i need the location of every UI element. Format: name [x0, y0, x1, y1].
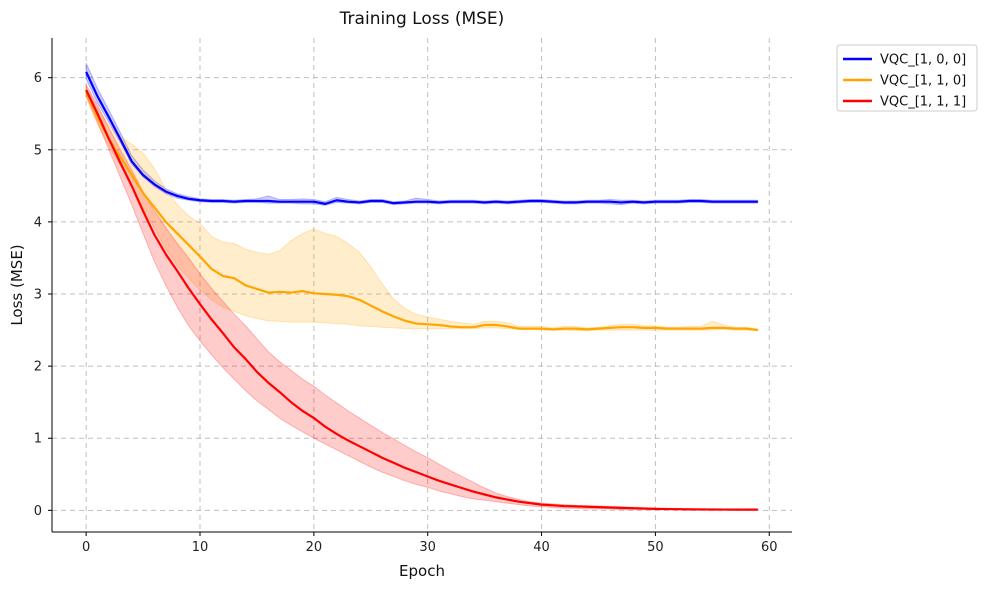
confidence-band-3 — [85, 82, 759, 511]
x-tick-label: 10 — [192, 540, 209, 555]
series-line-1 — [85, 71, 758, 205]
confidence-band-1 — [85, 63, 759, 206]
y-tick-label: 3 — [34, 288, 42, 303]
x-tick-label: 0 — [82, 540, 90, 555]
x-ticks: 0 10 20 30 40 50 60 — [82, 532, 778, 555]
y-tick-label: 5 — [34, 143, 42, 158]
y-tick-label: 6 — [34, 71, 42, 86]
legend-frame — [836, 44, 978, 112]
series-line-2 — [85, 91, 758, 332]
series-lines — [85, 71, 758, 511]
legend-label: VQC_[1, 0, 0] — [880, 53, 966, 68]
x-tick-label: 50 — [647, 540, 664, 555]
x-tick-label: 40 — [533, 540, 550, 555]
y-tick-label: 4 — [34, 215, 42, 230]
y-axis-label: Loss (MSE) — [8, 244, 26, 325]
x-axis-label: Epoch — [399, 562, 445, 580]
y-tick-label: 2 — [34, 360, 42, 375]
y-ticks: 0 1 2 3 4 5 6 — [34, 71, 52, 519]
chart-title: Training Loss (MSE) — [339, 9, 505, 29]
series-line-3 — [85, 89, 758, 511]
y-tick-label: 0 — [34, 504, 42, 519]
axes — [51, 38, 792, 533]
legend: VQC_[1, 0, 0] VQC_[1, 1, 0] VQC_[1, 1, 1] — [836, 44, 978, 112]
x-tick-label: 60 — [761, 540, 778, 555]
legend-label: VQC_[1, 1, 1] — [880, 95, 966, 110]
x-tick-label: 20 — [306, 540, 323, 555]
grid — [52, 38, 792, 532]
y-tick-label: 1 — [34, 432, 42, 447]
legend-label: VQC_[1, 1, 0] — [880, 74, 966, 89]
confidence-band-2 — [85, 86, 759, 332]
x-tick-label: 30 — [419, 540, 436, 555]
